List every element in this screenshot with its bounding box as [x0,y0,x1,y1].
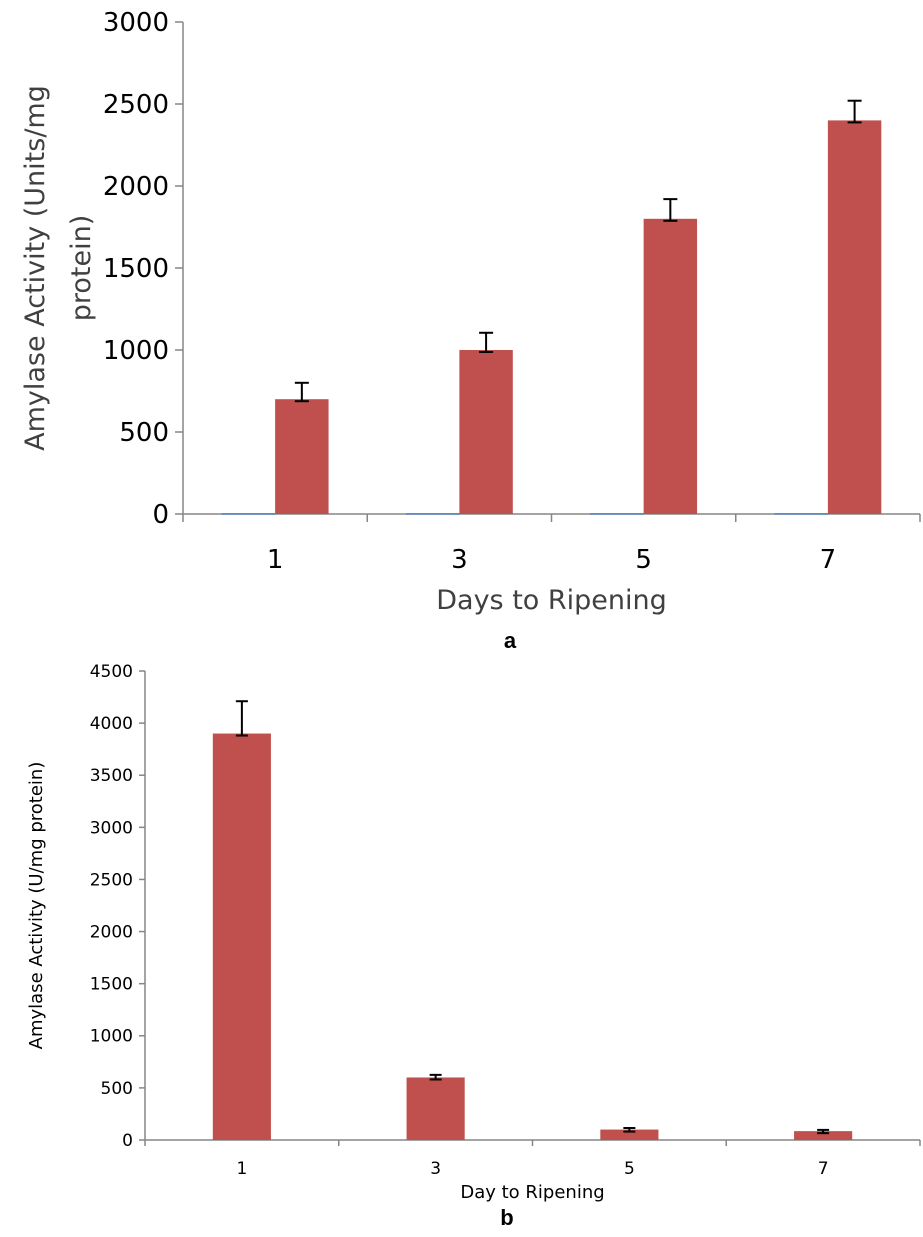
y-tick-label: 0 [152,500,169,530]
x-tick-label: 3 [430,1159,441,1179]
panel-a-label: a [504,628,517,653]
y-axis-title-line: Amylase Activity (Units/mg [20,85,51,451]
y-tick-label: 3500 [90,766,133,786]
bar [275,399,329,514]
chart-b: 0 500 1000 1500 2000 2500 3000 3500 4000 4500 1 3 5 7… [26,662,921,1203]
bar [212,733,271,1140]
y-tick-label: 500 [119,418,169,448]
bar [406,1077,465,1140]
x-tick-label: 5 [624,1159,635,1179]
bar [794,1131,853,1140]
x-tick-label: 1 [267,545,284,575]
y-tick-label: 500 [101,1079,133,1099]
x-tick-label: 1 [236,1159,247,1179]
bar [827,120,882,515]
y-tick-label: 4500 [90,662,133,682]
y-tick-label: 2000 [90,923,133,943]
x-axis-title: Day to Ripening [460,1182,604,1203]
x-tick-label: 5 [635,545,652,575]
bar [600,1129,659,1140]
bar [459,350,513,514]
x-axis-title: Days to Ripening [436,585,667,616]
bar [405,513,460,515]
y-axis-title-line: protein) [66,215,97,322]
bar [590,513,644,515]
y-axis-title: Amylase Activity (U/mg protein) [26,762,47,1050]
y-tick-label: 2500 [103,90,169,120]
y-tick-label: 0 [122,1131,133,1151]
panel-b-label: b [500,1205,513,1230]
x-tick-label: 7 [818,1159,829,1179]
y-tick-label: 4000 [90,714,133,734]
y-tick-label: 3000 [103,8,169,38]
y-tick-label: 1500 [103,254,169,284]
y-tick-label: 3000 [90,818,133,838]
y-tick-label: 1000 [103,336,169,366]
chart-a: 0 500 1000 1500 2000 2500 3000 1 3 5 7 Days to Ripe… [20,8,921,616]
y-tick-label: 1000 [90,1027,133,1047]
bar [774,513,828,515]
y-tick-label: 1500 [90,975,133,995]
bar [221,513,276,515]
bar [643,218,698,515]
x-tick-label: 3 [451,545,468,575]
y-tick-label: 2000 [103,172,169,202]
x-tick-label: 7 [820,545,837,575]
y-tick-label: 2500 [90,870,133,890]
